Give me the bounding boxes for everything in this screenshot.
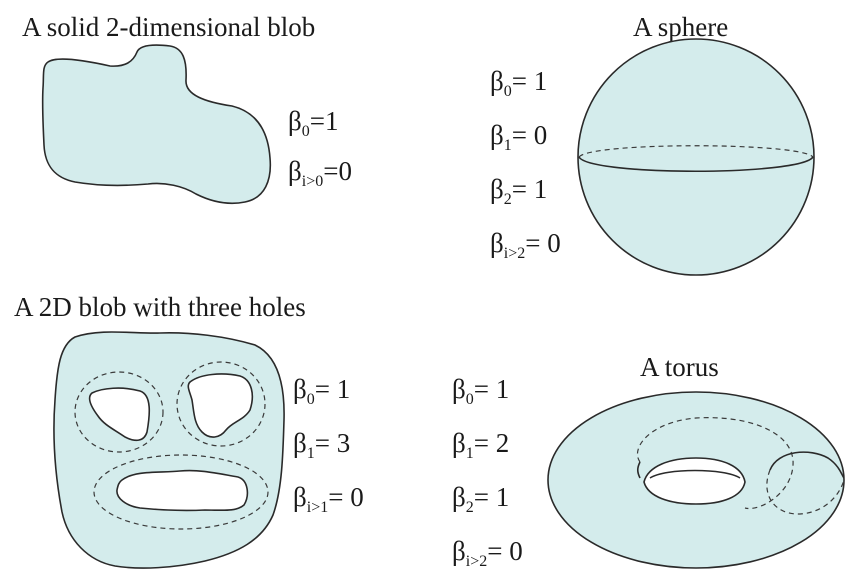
torus-betti-2: β2= 1 [452,482,510,516]
torus-betti-1: β1= 2 [452,428,510,462]
blob-betti-0: β0=1 [288,106,339,140]
sphere-title: A sphere [633,12,729,42]
torus-title: A torus [640,352,719,382]
sphere-betti-0: β0= 1 [490,66,548,100]
holes-betti-higher: βi>1= 0 [293,482,364,516]
torus-betti-0: β0= 1 [452,374,510,408]
blob-title: A solid 2-dimensional blob [22,12,316,42]
torus-betti-higher: βi>2= 0 [452,536,523,570]
sphere-betti-2: β2= 1 [490,174,548,208]
holes-betti-1: β1= 3 [293,428,351,462]
sphere-betti-higher: βi>2= 0 [490,228,561,262]
holes-betti-0: β0= 1 [293,374,351,408]
sphere-betti-1: β1= 0 [490,120,548,154]
blob-betti-higher: βi>0=0 [288,156,352,190]
holes-title: A 2D blob with three holes [14,292,306,322]
